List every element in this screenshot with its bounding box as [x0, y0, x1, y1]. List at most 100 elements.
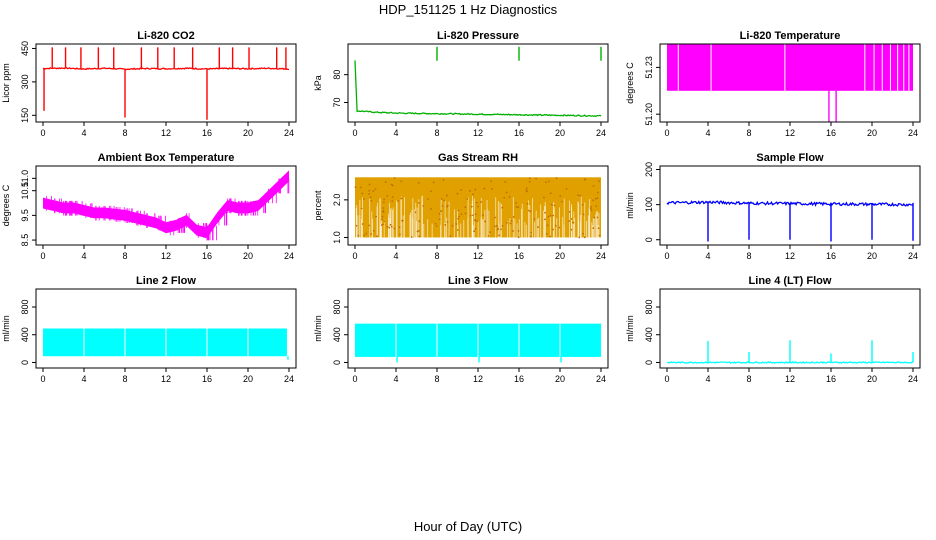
scatter-point	[410, 236, 413, 238]
figure-title: HDP_151125 1 Hz Diagnostics	[379, 2, 558, 17]
y-axis-label: ml/min	[625, 315, 635, 342]
scatter-point	[495, 225, 498, 227]
scatter-point	[442, 178, 445, 181]
y-tick-label: 0	[20, 360, 30, 365]
x-tick-label: 24	[284, 128, 294, 138]
scatter-point	[476, 220, 478, 223]
scatter-point	[474, 219, 476, 222]
scatter-point	[362, 198, 365, 200]
scatter-point	[577, 194, 580, 197]
scatter-point	[464, 206, 467, 209]
series-band	[43, 328, 287, 357]
x-tick-label: 0	[40, 251, 45, 261]
scatter-point	[445, 194, 448, 197]
x-tick-label: 20	[555, 251, 565, 261]
x-tick-label: 8	[122, 251, 127, 261]
scatter-point	[505, 221, 508, 224]
scatter-point	[475, 201, 478, 204]
scatter-point	[517, 230, 520, 232]
x-tick-label: 20	[867, 128, 877, 138]
scatter-point	[500, 228, 502, 231]
scatter-point	[446, 221, 449, 223]
scatter-point	[380, 224, 383, 227]
scatter-point	[570, 218, 573, 220]
scatter-point	[590, 206, 592, 208]
scatter-point	[375, 215, 377, 218]
scatter-point	[547, 180, 550, 183]
y-tick-label: 400	[20, 327, 30, 342]
scatter-point	[414, 211, 417, 214]
x-tick-label: 8	[434, 374, 439, 384]
y-tick-label: 800	[20, 300, 30, 315]
scatter-point	[595, 205, 598, 208]
scatter-point	[418, 220, 421, 223]
y-tick-label: 1.0	[332, 231, 342, 244]
scatter-point	[490, 188, 493, 190]
data-layer	[354, 177, 601, 239]
x-tick-label: 16	[514, 128, 524, 138]
scatter-point	[432, 181, 435, 184]
scatter-point	[417, 201, 420, 204]
series-line	[354, 60, 602, 118]
y-tick-label: 0	[332, 360, 342, 365]
scatter-point	[547, 215, 550, 218]
scatter-point	[384, 181, 387, 183]
x-tick-label: 0	[40, 374, 45, 384]
data-layer	[667, 44, 913, 122]
scatter-point	[365, 232, 368, 235]
scatter-point	[508, 195, 511, 198]
chart-title: Ambient Box Temperature	[98, 152, 235, 164]
figure-x-axis-label: Hour of Day (UTC)	[414, 519, 522, 534]
x-tick-label: 20	[243, 374, 253, 384]
x-tick-label: 8	[746, 374, 751, 384]
scatter-point	[360, 207, 363, 210]
scatter-point	[480, 201, 482, 203]
scatter-point	[418, 235, 421, 238]
scatter-point	[466, 198, 469, 200]
scatter-point	[527, 209, 530, 212]
y-axis-label: ml/min	[313, 315, 323, 342]
scatter-point	[555, 177, 558, 179]
scatter-point	[449, 235, 451, 238]
x-tick-label: 4	[81, 128, 86, 138]
y-tick-label: 10.5	[20, 182, 30, 200]
scatter-point	[441, 205, 444, 207]
scatter-point	[417, 181, 420, 184]
scatter-point	[440, 210, 443, 212]
scatter-point	[525, 187, 528, 190]
x-tick-label: 24	[284, 374, 294, 384]
scatter-point	[355, 224, 358, 227]
scatter-point	[589, 207, 592, 210]
scatter-point	[381, 218, 384, 221]
scatter-point	[372, 229, 375, 232]
x-tick-label: 16	[514, 251, 524, 261]
scatter-point	[382, 223, 385, 226]
x-tick-label: 12	[161, 374, 171, 384]
scatter-point	[494, 225, 496, 228]
data-layer	[666, 340, 914, 364]
scatter-point	[561, 200, 563, 203]
chart-panel-5: Gas Stream RH percent 0 4 8 12 16 20 24 1.0 2.0	[313, 152, 609, 261]
scatter-point	[584, 178, 586, 180]
scatter-point	[376, 235, 378, 238]
scatter-point	[597, 191, 599, 194]
x-tick-label: 12	[785, 251, 795, 261]
scatter-point	[386, 225, 389, 228]
data-layer	[42, 47, 290, 120]
x-tick-label: 20	[555, 374, 565, 384]
scatter-point	[397, 199, 400, 202]
scatter-point	[535, 177, 538, 180]
x-tick-label: 16	[202, 128, 212, 138]
scatter-point	[597, 227, 600, 230]
scatter-point	[422, 205, 425, 207]
scatter-point	[517, 206, 520, 209]
scatter-point	[578, 236, 581, 239]
x-tick-label: 8	[122, 374, 127, 384]
x-tick-label: 0	[352, 128, 357, 138]
chart-title: Li-820 Temperature	[740, 30, 841, 42]
scatter-point	[582, 213, 585, 216]
chart-title: Li-820 CO2	[137, 30, 194, 42]
y-tick-label: 300	[20, 74, 30, 89]
y-tick-label: 80	[332, 70, 342, 80]
